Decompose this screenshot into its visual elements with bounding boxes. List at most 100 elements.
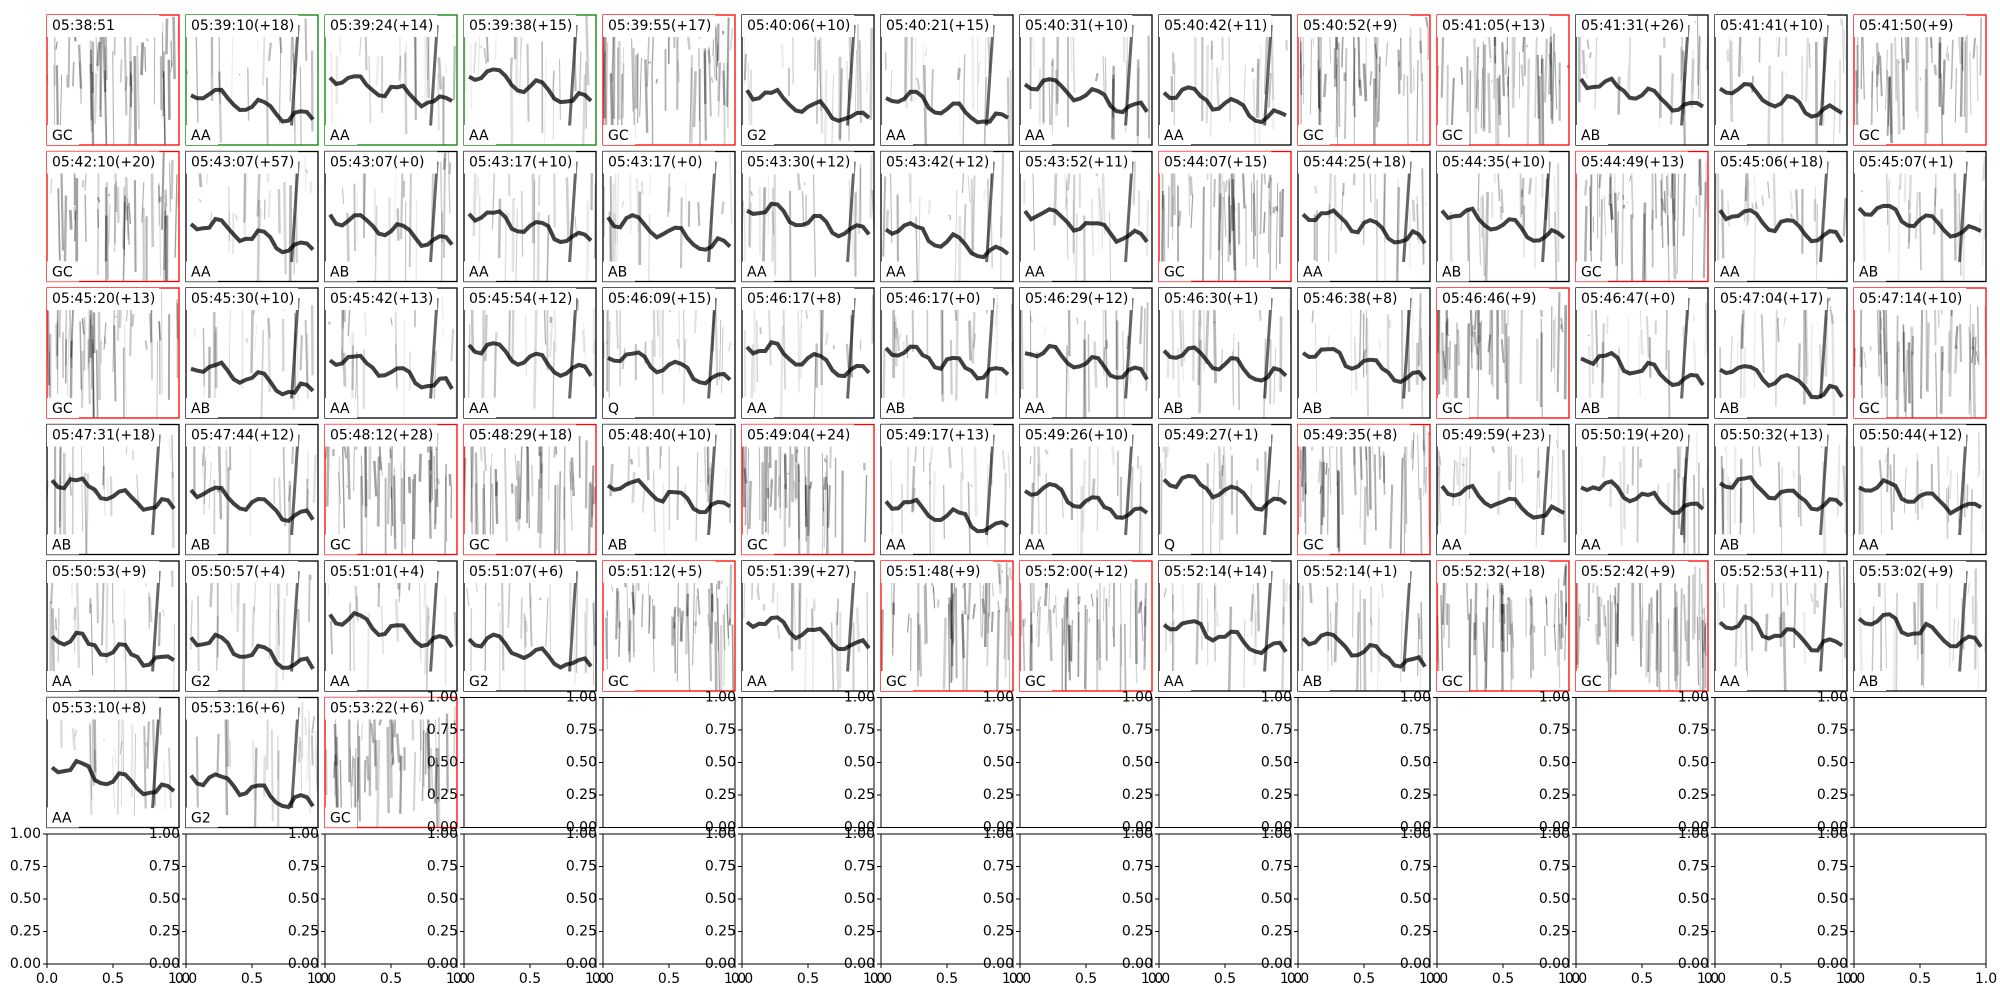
noise-stroke [1804,303,1809,377]
noise-stroke [394,311,398,388]
noise-stroke [418,453,422,482]
time-bg [1159,15,1272,37]
noise-stroke [1479,319,1483,342]
noise-stroke [1009,69,1013,145]
panel-label: AA [1859,538,1879,554]
call-peak [1402,570,1412,672]
noise-stroke [160,152,165,230]
panel-time: 05:52:14(+14) [1164,564,1267,580]
noise-stroke [356,757,360,828]
spectrogram-image [744,288,874,418]
y-tick-label: 0.50 [288,891,319,907]
noise-stroke [949,339,953,395]
call-peak [1680,297,1690,399]
noise-stroke [871,294,874,344]
panel-time: 05:46:47(+0) [1581,291,1675,307]
noise-stroke [119,59,123,83]
noise-stroke [70,308,74,358]
y-tick-label: 0.00 [1817,956,1848,972]
noise-stroke [1066,170,1071,191]
y-tick-label: 0.75 [844,722,875,738]
noise-stroke [89,722,93,800]
noise-stroke [685,582,689,655]
panel-label: AB [1859,265,1878,281]
noise-stroke [1062,597,1067,646]
spectrogram-image [1580,432,1708,555]
x-tick-label: 0.5 [658,971,680,987]
noise-stroke [419,715,422,783]
noise-stroke [629,458,634,465]
noise-stroke [1067,351,1070,393]
noise-stroke [819,34,824,134]
y-tick-label: 0.00 [1122,956,1153,972]
noise-stroke [1352,47,1356,106]
panel-label: AA [1720,674,1740,690]
noise-stroke [245,337,249,344]
noise-stroke [780,43,785,68]
noise-stroke [1959,25,1964,117]
noise-stroke [783,453,787,490]
y-tick-label: 0.50 [1122,891,1153,907]
noise-stroke [1609,167,1613,220]
noise-stroke [311,716,315,734]
y-tick-label: 1.00 [1400,690,1431,706]
noise-stroke [673,606,677,629]
noise-stroke [1976,602,1980,691]
noise-stroke [95,349,99,418]
noise-stroke [1563,305,1568,400]
noise-stroke [1607,600,1610,691]
noise-stroke [1326,587,1329,676]
noise-stroke [1698,567,1701,640]
time-bg [1298,424,1411,447]
noise-stroke [1540,54,1543,74]
noise-stroke [1083,604,1087,689]
noise-stroke [1701,583,1704,669]
noise-stroke [1042,77,1045,145]
noise-stroke [1935,352,1938,418]
call-peak [1819,570,1829,672]
noise-stroke [1470,325,1475,353]
noise-stroke [1267,182,1270,254]
time-bg [1159,424,1272,447]
noise-stroke [73,210,77,242]
noise-stroke [816,40,819,124]
y-tick-label: 0.25 [1817,787,1848,803]
noise-stroke [970,178,974,256]
noise-stroke [971,175,976,255]
panel-label: GC [469,538,490,554]
label-bg [1715,125,1747,145]
noise-stroke [1096,433,1099,531]
noise-stroke [97,196,101,203]
noise-stroke [1666,482,1670,510]
panel-time: 05:46:46(+9) [1442,291,1536,307]
noise-stroke [1422,424,1425,456]
panel-time: 05:41:31(+26) [1581,18,1684,34]
noise-stroke [391,756,394,767]
noise-stroke [575,573,579,674]
noise-stroke [1614,158,1616,258]
time-bg [186,561,299,583]
noise-stroke [722,614,726,651]
call-peak [707,161,717,263]
noise-stroke [1008,567,1013,581]
panel-time: 05:44:07(+15) [1164,155,1267,171]
noise-stroke [569,461,573,491]
noise-stroke [55,41,58,50]
call-peak [1680,434,1690,536]
spectrogram-image [1858,432,1984,555]
noise-stroke [1554,51,1558,110]
noise-stroke [1190,194,1194,229]
time-bg [325,15,438,37]
noise-stroke [961,583,965,589]
y-tick-label: 0.75 [1817,722,1848,738]
spectrogram-image [884,22,1013,145]
noise-stroke [1860,346,1864,386]
noise-stroke [1538,76,1542,145]
noise-stroke [1914,192,1919,240]
noise-stroke [215,616,219,691]
noise-stroke [1202,186,1205,282]
noise-stroke [1167,186,1170,249]
label-bg [742,534,774,555]
noise-stroke [914,77,917,81]
noise-stroke [1976,306,1980,365]
